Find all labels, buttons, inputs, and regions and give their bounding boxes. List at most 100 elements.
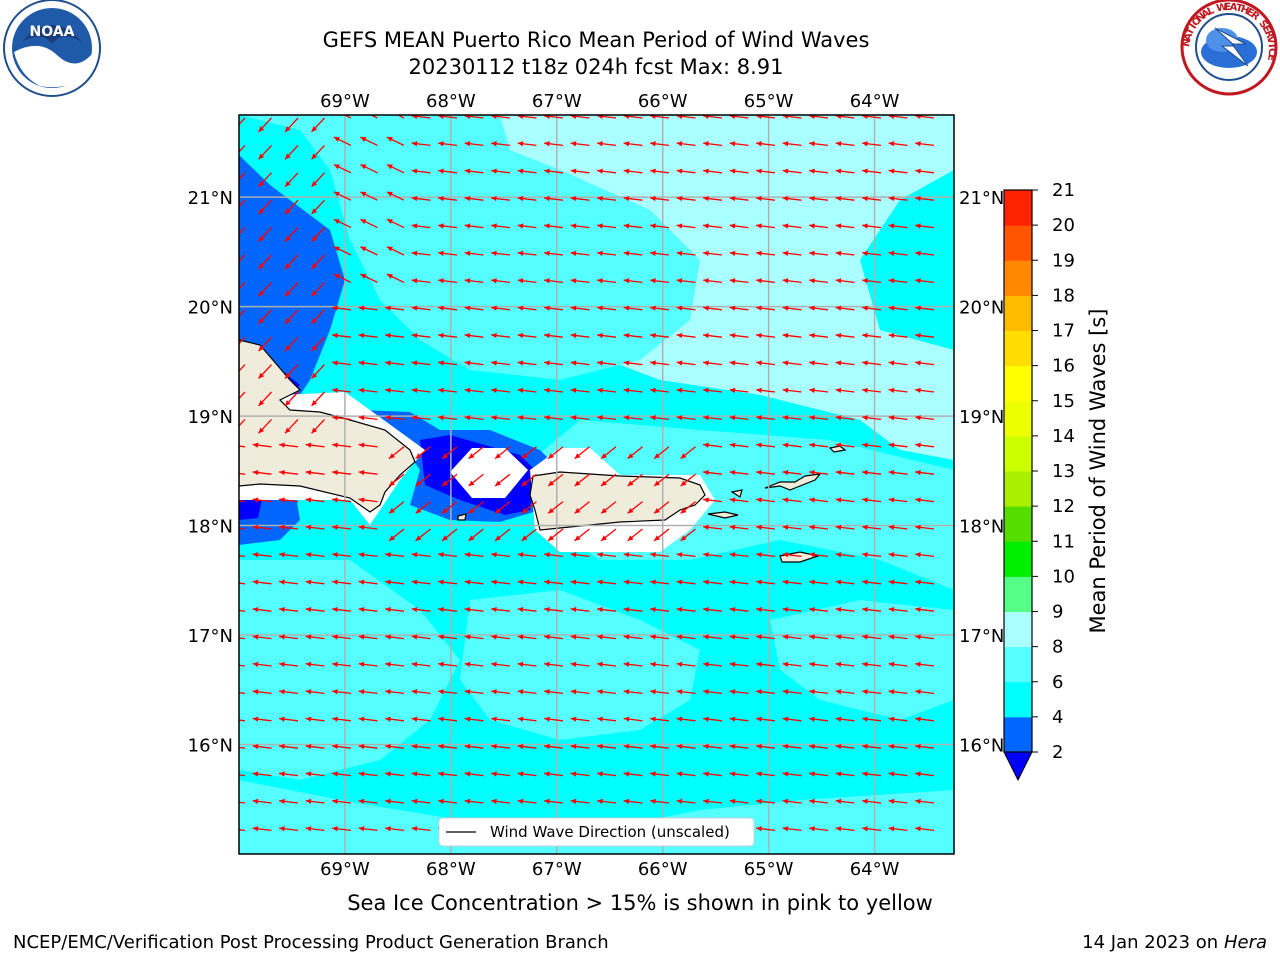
wave-direction-arrowhead bbox=[311, 235, 318, 242]
wave-direction-arrowhead bbox=[438, 634, 444, 640]
wave-direction-arrowhead bbox=[305, 661, 312, 667]
wave-direction-arrowhead bbox=[279, 469, 285, 476]
wave-direction-arrowhead bbox=[360, 191, 367, 197]
wave-direction-arrowhead bbox=[809, 442, 815, 448]
wave-direction-arrowhead bbox=[438, 250, 444, 256]
wave-direction-arrowhead bbox=[703, 195, 709, 202]
wave-direction-arrowhead bbox=[915, 634, 921, 640]
wave-direction-arrowhead bbox=[495, 508, 501, 514]
wave-direction-arrowhead bbox=[544, 168, 550, 174]
wave-direction-arrowhead bbox=[495, 535, 501, 541]
wave-direction-arrowhead bbox=[517, 415, 524, 421]
wave-direction-arrowhead bbox=[703, 415, 709, 421]
wave-direction-arrowhead bbox=[415, 508, 422, 514]
wave-direction-arrowhead bbox=[888, 771, 895, 777]
wave-direction-arrowhead bbox=[358, 415, 365, 421]
wave-direction-arrowhead bbox=[464, 278, 471, 284]
wave-direction-arrowhead bbox=[756, 332, 762, 339]
wave-direction-arrowhead bbox=[888, 552, 895, 558]
wave-direction-arrowhead bbox=[809, 250, 815, 256]
colorbar-segment bbox=[1004, 295, 1032, 331]
wave-direction-arrowhead bbox=[232, 126, 238, 132]
wave-direction-arrowhead bbox=[703, 634, 709, 640]
wave-direction-arrowhead bbox=[517, 141, 524, 147]
wave-direction-arrowhead bbox=[305, 689, 312, 695]
wave-direction-arrowhead bbox=[888, 278, 895, 284]
wave-direction-arrowhead bbox=[835, 305, 842, 311]
colorbar-label: Mean Period of Wind Waves [s] bbox=[1086, 309, 1110, 634]
wave-direction-arrowhead bbox=[311, 208, 318, 215]
wave-direction-arrowhead bbox=[650, 415, 656, 421]
wave-direction-arrowhead bbox=[676, 387, 683, 393]
wave-direction-arrowhead bbox=[623, 278, 630, 284]
wave-direction-arrowhead bbox=[544, 250, 550, 256]
wave-direction-arrowhead bbox=[623, 332, 630, 339]
wave-direction-arrowhead bbox=[915, 826, 921, 832]
nws-ring-letter: W bbox=[1216, 2, 1229, 15]
wave-direction-arrowhead bbox=[570, 634, 577, 640]
wave-direction-arrowhead bbox=[729, 332, 736, 339]
wave-direction-arrowhead bbox=[252, 743, 259, 750]
colorbar-tick-label: 19 bbox=[1052, 250, 1075, 271]
wave-direction-arrowhead bbox=[570, 387, 577, 393]
nws-ring-letter: E bbox=[1260, 24, 1273, 35]
wave-direction-arrowhead bbox=[442, 535, 448, 541]
wave-direction-arrowhead bbox=[729, 168, 736, 174]
wave-direction-arrowhead bbox=[623, 195, 630, 202]
wave-direction-arrowhead bbox=[915, 552, 921, 558]
wave-direction-arrowhead bbox=[570, 332, 577, 339]
wave-direction-arrowhead bbox=[862, 798, 868, 804]
wave-direction-arrowhead bbox=[623, 360, 630, 366]
wave-direction-arrowhead bbox=[491, 415, 497, 421]
wave-direction-arrow bbox=[239, 117, 246, 126]
wave-direction-arrowhead bbox=[756, 552, 762, 558]
wave-direction-arrowhead bbox=[756, 497, 762, 503]
wave-direction-arrowhead bbox=[756, 798, 762, 804]
wave-direction-arrowhead bbox=[438, 223, 444, 229]
wave-direction-arrowhead bbox=[226, 470, 232, 475]
lon-tick-label-bottom: 68°W bbox=[426, 859, 476, 880]
wave-direction-arrowhead bbox=[491, 278, 497, 284]
wave-direction-arrowhead bbox=[544, 332, 550, 339]
wave-direction-arrowhead bbox=[862, 771, 868, 777]
wave-direction-arrowhead bbox=[332, 716, 338, 722]
wave-direction-arrowhead bbox=[627, 535, 634, 541]
wave-direction-arrowhead bbox=[415, 535, 422, 541]
wave-direction-arrowhead bbox=[305, 442, 312, 448]
wave-direction-arrowhead bbox=[464, 250, 471, 256]
wave-direction-arrowhead bbox=[782, 716, 789, 722]
wave-direction-arrowhead bbox=[623, 305, 630, 311]
wave-direction-arrowhead bbox=[888, 743, 895, 750]
wave-direction-arrowhead bbox=[782, 771, 789, 777]
wave-direction-arrowhead bbox=[570, 141, 577, 147]
wave-direction-arrowhead bbox=[597, 332, 603, 339]
wave-direction-arrowhead bbox=[782, 141, 789, 147]
wave-direction-arrowhead bbox=[548, 508, 554, 514]
colorbar-tick-label: 13 bbox=[1052, 461, 1075, 482]
wave-direction-arrowhead bbox=[756, 360, 762, 366]
wave-direction-arrowhead bbox=[835, 689, 842, 695]
wave-direction-arrowhead bbox=[232, 208, 238, 214]
colorbar-tick-label: 18 bbox=[1052, 285, 1075, 306]
wave-direction-arrowhead bbox=[676, 716, 683, 722]
wave-direction-arrowhead bbox=[252, 826, 259, 832]
wave-direction-arrowhead bbox=[650, 634, 656, 640]
wave-direction-arrowhead bbox=[915, 469, 921, 476]
wave-direction-arrowhead bbox=[332, 661, 338, 667]
colorbar-extend-min bbox=[1003, 751, 1033, 782]
wave-direction-arrowhead bbox=[285, 263, 291, 269]
wave-direction-arrowhead bbox=[226, 826, 232, 831]
wave-direction-arrowhead bbox=[862, 278, 868, 284]
wave-direction-arrowhead bbox=[782, 469, 789, 476]
wave-direction-arrowhead bbox=[438, 387, 444, 393]
wave-direction-arrowhead bbox=[411, 606, 418, 613]
wave-direction-arrowhead bbox=[332, 497, 338, 503]
wave-direction-arrowhead bbox=[676, 798, 683, 804]
wave-direction-arrowhead bbox=[279, 661, 285, 667]
wave-direction-arrowhead bbox=[915, 332, 921, 339]
wave-direction-arrowhead bbox=[756, 606, 762, 613]
wave-direction-arrowhead bbox=[521, 480, 528, 487]
wave-direction-arrowhead bbox=[252, 497, 259, 503]
wave-direction-arrowhead bbox=[862, 250, 868, 256]
wave-direction-arrowhead bbox=[650, 771, 656, 777]
